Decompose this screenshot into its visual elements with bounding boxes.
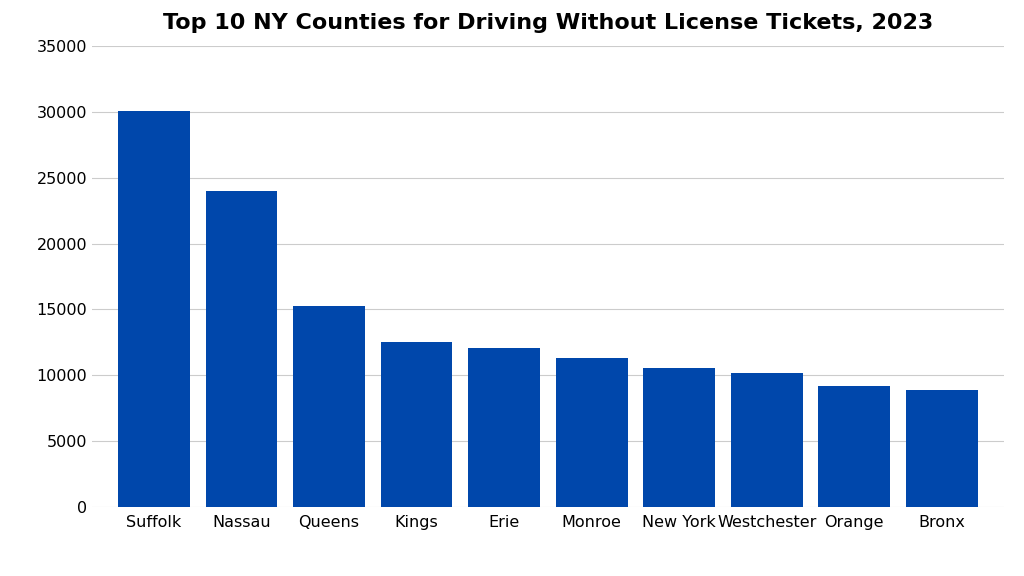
Title: Top 10 NY Counties for Driving Without License Tickets, 2023: Top 10 NY Counties for Driving Without L… [163,13,933,33]
Bar [468,347,540,507]
Bar [293,306,365,507]
Bar [556,358,628,507]
Bar [731,373,803,507]
Bar [118,111,189,507]
Bar [381,342,453,507]
Bar [206,191,278,507]
Bar [818,386,890,507]
Bar [643,368,715,507]
Bar [906,391,978,507]
